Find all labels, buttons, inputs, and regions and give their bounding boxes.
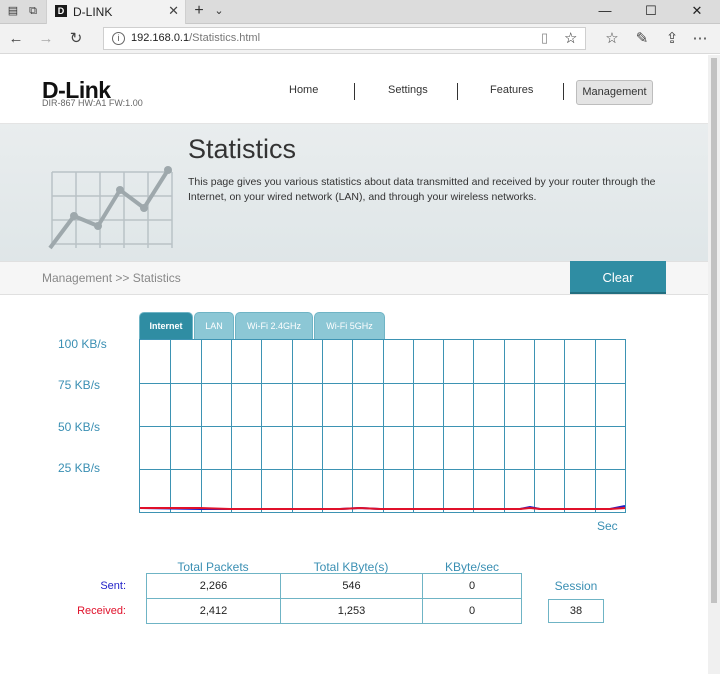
new-tab-icon[interactable]: + [194, 2, 204, 19]
url-host: 192.168.0.1 [131, 32, 190, 44]
router-page: D-Link DIR-867 HW:A1 FW:1.00 Home Settin… [0, 55, 708, 674]
forward-icon[interactable]: → [38, 30, 54, 47]
received-kbsec: 0 [468, 605, 476, 617]
tab-wifi-5ghz[interactable]: Wi-Fi 5GHz [314, 312, 385, 339]
y-axis-label-50: 50 KB/s [58, 420, 101, 434]
tab-lan[interactable]: LAN [194, 312, 234, 339]
sent-packets: 2,266 [147, 574, 281, 599]
received-packets: 2,412 [147, 599, 281, 624]
refresh-icon[interactable]: ↻ [69, 30, 83, 47]
menu-settings[interactable]: Settings [388, 84, 428, 96]
breadcrumb: Management >> Statistics [42, 271, 181, 285]
menu-home[interactable]: Home [289, 84, 319, 96]
header-total-packets: Total Packets [177, 560, 249, 574]
header-total-kbytes: Total KByte(s) [313, 560, 389, 574]
tab-internet[interactable]: Internet [139, 312, 193, 339]
session-value: 38 [548, 599, 604, 623]
pen-icon[interactable]: ✎ [635, 30, 649, 47]
url-path: /Statistics.html [189, 32, 261, 44]
x-axis-label: Sec [597, 519, 618, 533]
back-icon[interactable]: ← [8, 30, 24, 47]
menu-divider [354, 83, 355, 100]
received-label: Received: [77, 605, 126, 617]
minimize-icon[interactable]: — [598, 3, 612, 18]
tab-list-icon[interactable]: ⌄ [214, 5, 224, 17]
browser-tab[interactable]: D D-LINK ✕ [46, 0, 186, 24]
scrollbar-thumb[interactable] [711, 58, 717, 603]
statistics-table: 2,266 546 0 2,412 1,253 0 [146, 573, 522, 624]
y-axis-label-25: 25 KB/s [58, 461, 101, 475]
received-kbytes: 1,253 [281, 599, 423, 624]
address-bar[interactable]: i 192.168.0.1/Statistics.html ▯ ☆ [103, 27, 586, 50]
traffic-graph [139, 339, 626, 513]
page-title: Statistics [188, 134, 297, 164]
hero-banner: Statistics This page gives you various s… [0, 123, 708, 261]
traffic-graph-canvas [140, 340, 625, 512]
close-icon[interactable]: ✕ [168, 3, 179, 18]
y-axis-label-100: 100 KB/s [58, 337, 107, 351]
share-icon[interactable]: ⇪ [665, 30, 679, 47]
reading-view-icon[interactable]: ▯ [541, 30, 549, 45]
set-aside-icon[interactable]: ⧉ [29, 5, 37, 17]
site-info-icon[interactable]: i [112, 32, 125, 45]
statistics-graph-icon [48, 166, 173, 250]
tab-title: D-LINK [73, 5, 113, 19]
close-window-icon[interactable]: ✕ [691, 3, 703, 18]
clear-button[interactable]: Clear [570, 261, 666, 294]
header-kbyte-sec: KByte/sec [444, 560, 500, 574]
sent-label: Sent: [100, 580, 126, 592]
session-label: Session [554, 579, 598, 593]
dlink-favicon-icon: D [55, 5, 67, 17]
favorites-hub-icon[interactable]: ☆ [605, 30, 619, 47]
model-info: DIR-867 HW:A1 FW:1.00 [42, 98, 143, 108]
menu-features[interactable]: Features [490, 84, 534, 96]
sent-kbytes: 546 [281, 574, 423, 599]
favorite-star-icon[interactable]: ☆ [564, 30, 578, 47]
sent-kbsec: 0 [423, 574, 521, 599]
browser-tab-bar: ▤ ⧉ D D-LINK ✕ + ⌄ — ☐ ✕ [0, 0, 720, 24]
url-text: 192.168.0.1/Statistics.html [131, 32, 260, 44]
page-scrollbar[interactable] [708, 55, 720, 674]
dlink-logo: D-Link [42, 77, 111, 103]
y-axis-label-75: 75 KB/s [58, 378, 101, 392]
maximize-icon[interactable]: ☐ [645, 3, 657, 18]
page-description: This page gives you various statistics a… [188, 176, 656, 203]
received-traffic-line [140, 506, 625, 510]
browser-nav-bar: ← → ↻ i 192.168.0.1/Statistics.html ▯ ☆ … [0, 24, 720, 54]
tab-preview-icon[interactable]: ▤ [7, 5, 19, 17]
more-icon[interactable]: ⋯ [692, 30, 708, 47]
tab-wifi-24ghz[interactable]: Wi-Fi 2.4GHz [235, 312, 313, 339]
menu-divider [563, 83, 564, 100]
menu-divider [457, 83, 458, 100]
menu-management[interactable]: Management [576, 80, 653, 105]
